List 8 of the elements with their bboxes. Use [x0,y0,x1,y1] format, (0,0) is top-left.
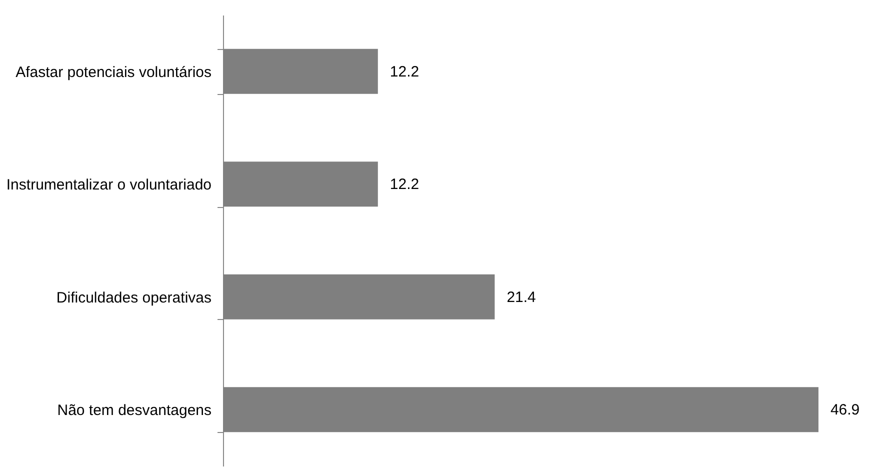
y-tick-label: Afastar potenciais voluntários [16,64,212,81]
y-tick-label: Não tem desvantagens [57,402,212,420]
y-tick-label: Dificuldades operativas [56,289,212,306]
data-label: 46.9 [830,402,860,419]
y-tick-label: Instrumentalizar o voluntariado [6,176,212,194]
data-label: 12.2 [390,176,420,194]
data-label: 12.2 [390,63,420,80]
data-label: 21.4 [506,288,536,306]
